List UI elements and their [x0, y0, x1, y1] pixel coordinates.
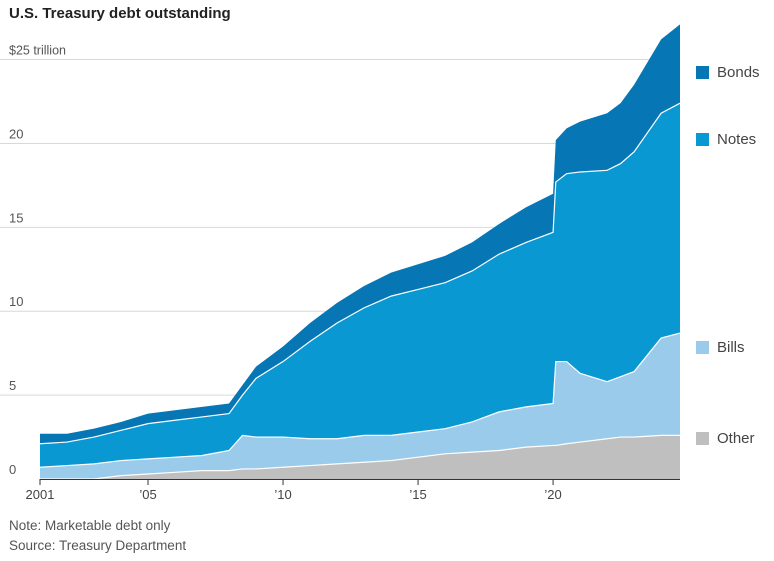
area-series — [39, 24, 681, 480]
x-tick-label: ’10 — [274, 487, 291, 502]
legend-label-notes: Notes — [717, 131, 757, 148]
note-text: Note: Marketable debt only — [9, 518, 171, 533]
footnote: Note: Marketable debt only Source: Treas… — [9, 516, 186, 556]
boundary-bills — [39, 332, 681, 468]
y-tick-label: 15 — [9, 210, 23, 225]
legend-swatch-notes — [696, 133, 709, 146]
y-tick-label: 20 — [9, 126, 23, 141]
x-tick-label: ’15 — [409, 487, 426, 502]
y-tick-label: 10 — [9, 294, 23, 309]
boundary-other — [40, 434, 680, 480]
legend-swatch-bills — [696, 341, 709, 354]
y-tick-label: $25 trillion — [9, 44, 66, 58]
legend-label-other: Other — [717, 430, 755, 447]
legend-item-bills: Bills — [696, 339, 745, 356]
legend-item-other: Other — [696, 430, 755, 447]
legend-item-notes: Notes — [696, 131, 756, 148]
legend-item-bonds: Bonds — [696, 64, 760, 81]
y-tick-label: 5 — [9, 378, 16, 393]
x-tick-label: ’05 — [139, 487, 156, 502]
chart-title: U.S. Treasury debt outstanding — [9, 5, 231, 22]
legend-swatch-bonds — [696, 66, 709, 79]
area-bills — [40, 333, 680, 479]
boundary-notes — [39, 102, 681, 445]
legend-label-bills: Bills — [717, 339, 745, 356]
y-tick-label: 0 — [9, 462, 16, 477]
x-tick-label: ’20 — [544, 487, 561, 502]
legend-swatch-other — [696, 432, 709, 445]
x-tick-label: 2001 — [26, 487, 55, 502]
axes: 0 5 10 15 20 $25 trillion 2001 ’05 ’10 ’15 ’20 — [9, 44, 680, 502]
source-text: Source: Treasury Department — [9, 538, 187, 553]
legend-label-bonds: Bonds — [717, 64, 760, 81]
area-notes — [40, 103, 680, 468]
area-other — [40, 435, 680, 479]
